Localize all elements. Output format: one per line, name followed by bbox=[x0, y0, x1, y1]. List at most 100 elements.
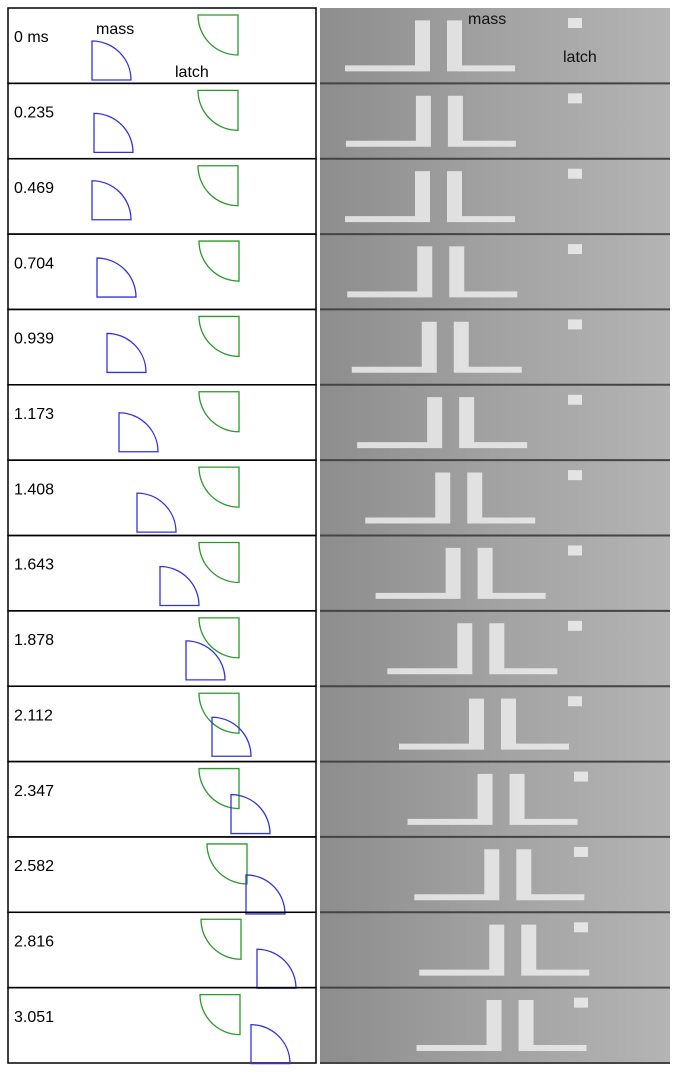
latch-shape bbox=[198, 315, 240, 358]
frame-time: 1.878 bbox=[14, 632, 54, 649]
photo-structure bbox=[489, 623, 558, 675]
frame-time: 2.347 bbox=[14, 783, 54, 800]
photo-structure bbox=[447, 171, 515, 223]
frame-cell bbox=[7, 986, 317, 1064]
photo-structure bbox=[449, 246, 518, 298]
photo-structure bbox=[351, 321, 437, 373]
mass-label: mass bbox=[96, 21, 134, 38]
photo-latch bbox=[568, 545, 582, 556]
mass-shape bbox=[185, 640, 226, 681]
photo-structure bbox=[345, 95, 431, 147]
photo-latch bbox=[568, 168, 582, 179]
frame-time: 0.704 bbox=[14, 255, 54, 272]
photo-structure bbox=[501, 698, 569, 750]
frame-cell bbox=[7, 459, 317, 537]
photo-structure bbox=[357, 397, 443, 449]
latch-shape bbox=[199, 993, 241, 1036]
mass-shape bbox=[91, 40, 132, 81]
photo-latch bbox=[574, 846, 588, 857]
frame-time: 0 ms bbox=[14, 29, 49, 46]
photo-latch bbox=[568, 244, 582, 255]
latch-shape bbox=[198, 617, 240, 659]
photo-structure bbox=[518, 1000, 587, 1051]
photo-structure bbox=[347, 246, 433, 298]
photo-latch bbox=[568, 620, 582, 631]
latch-shape bbox=[197, 89, 239, 132]
photo-latch bbox=[574, 771, 588, 782]
photo-latch bbox=[568, 18, 582, 28]
frame-time: 3.051 bbox=[14, 1009, 54, 1026]
photo-structure bbox=[477, 547, 546, 599]
photo-structure bbox=[375, 547, 461, 599]
photo-latch bbox=[568, 470, 582, 481]
photo-latch bbox=[568, 394, 582, 405]
photo-structure bbox=[399, 698, 484, 750]
photo-latch bbox=[568, 319, 582, 330]
frame-cell bbox=[7, 610, 317, 687]
latch-shape bbox=[197, 14, 239, 56]
frame-cell bbox=[7, 685, 317, 763]
frame-cell bbox=[7, 308, 317, 386]
photo-structure bbox=[447, 95, 516, 147]
mass-shape bbox=[230, 793, 271, 835]
mass-shape bbox=[96, 257, 137, 298]
photo-structure bbox=[387, 623, 473, 675]
photo-structure bbox=[467, 472, 536, 524]
photo-structure bbox=[459, 397, 528, 449]
frame-cell bbox=[7, 911, 317, 989]
latch-shape bbox=[206, 843, 248, 885]
latch-shape bbox=[197, 165, 239, 207]
mass-shape bbox=[256, 948, 297, 989]
frame-time: 0.469 bbox=[14, 180, 54, 197]
photo-latch bbox=[568, 696, 582, 707]
photo-structure bbox=[407, 773, 493, 825]
latch-shape bbox=[198, 466, 240, 508]
photo-structure bbox=[345, 171, 430, 223]
latch-shape bbox=[198, 692, 240, 734]
photo-structure bbox=[345, 20, 430, 72]
mass-shape bbox=[106, 332, 147, 374]
frame-cell bbox=[7, 534, 317, 612]
frame-time: 2.582 bbox=[14, 858, 54, 875]
frame-cell bbox=[7, 836, 317, 914]
mass-shape bbox=[211, 716, 252, 757]
latch-shape bbox=[198, 767, 240, 810]
photo-structure bbox=[447, 20, 515, 72]
photo-structure bbox=[509, 773, 578, 825]
photo-structure bbox=[521, 924, 590, 976]
mass-shape bbox=[159, 565, 200, 607]
photo-structure bbox=[416, 1000, 502, 1051]
photo-latch bbox=[574, 922, 588, 933]
mass-shape bbox=[136, 492, 177, 533]
latch-shape bbox=[198, 391, 240, 433]
frame-time: 2.112 bbox=[14, 707, 53, 724]
frame-cell bbox=[7, 7, 317, 85]
frame-cell bbox=[7, 157, 317, 235]
mass-shape bbox=[91, 180, 132, 221]
frame-cell bbox=[7, 82, 317, 160]
latch-shape bbox=[200, 918, 242, 960]
frame-time: 1.173 bbox=[14, 406, 54, 423]
latch-shape bbox=[198, 240, 240, 282]
mass-shape bbox=[250, 1023, 291, 1065]
photo-structure bbox=[419, 924, 505, 976]
frame-time: 0.939 bbox=[14, 331, 54, 348]
photo-structure bbox=[516, 849, 585, 901]
mass-shape bbox=[118, 412, 159, 453]
frame-time: 1.643 bbox=[14, 557, 54, 574]
frame-time: 1.408 bbox=[14, 481, 54, 498]
photo-latch-label: latch bbox=[563, 49, 597, 66]
photo-latch bbox=[568, 93, 582, 104]
frame-time: 2.816 bbox=[14, 934, 54, 951]
photo-structure bbox=[414, 849, 500, 901]
frame-time: 0.235 bbox=[14, 105, 54, 122]
frame-cell bbox=[7, 384, 317, 461]
photo-latch bbox=[574, 997, 588, 1008]
photo-structure bbox=[453, 321, 522, 373]
latch-shape bbox=[198, 541, 240, 584]
frame-cell bbox=[7, 233, 317, 311]
photo-mass-label: mass bbox=[468, 11, 506, 28]
latch-label: latch bbox=[175, 64, 209, 81]
mass-shape bbox=[93, 112, 134, 154]
